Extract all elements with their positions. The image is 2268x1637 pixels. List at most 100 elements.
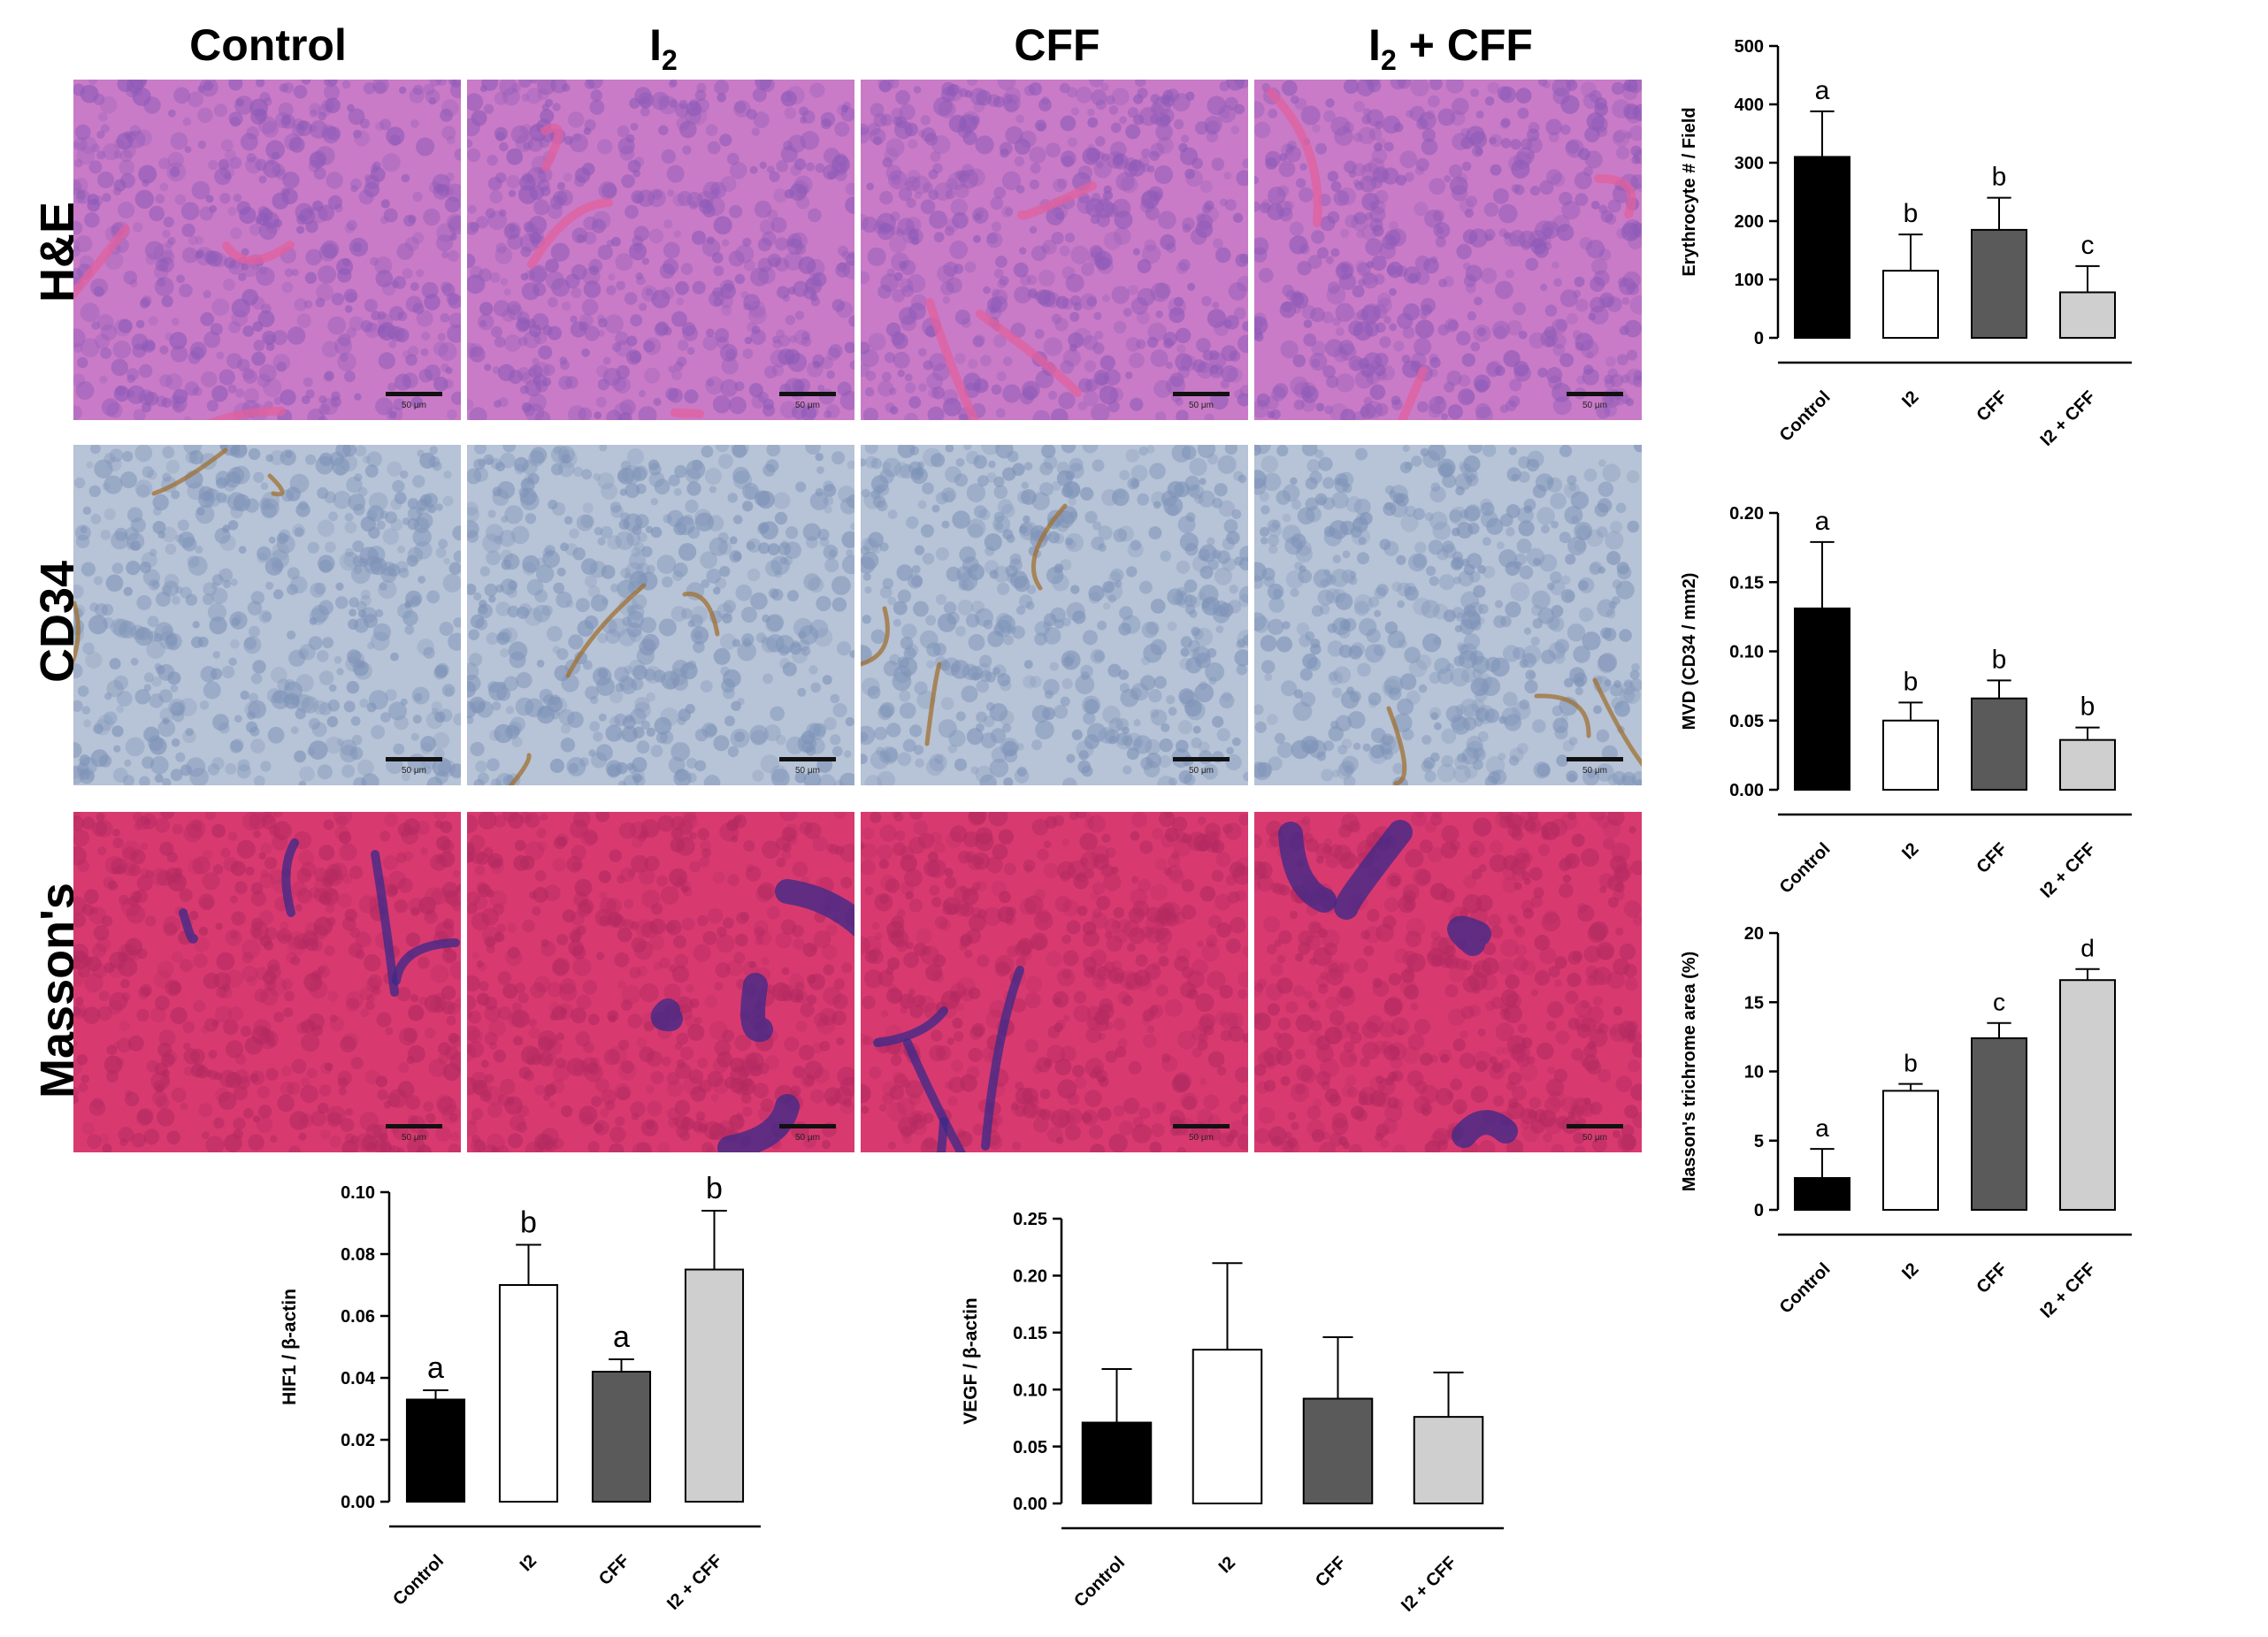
y-tick-label: 15 <box>1744 993 1764 1013</box>
x-tick-label: CFF <box>595 1551 633 1589</box>
y-tick-label: 300 <box>1735 154 1764 173</box>
significance-letter: b <box>2080 692 2096 722</box>
bar-cff <box>591 1371 652 1503</box>
bar-control <box>1794 1177 1850 1212</box>
micrograph-cd34-control: 50 μm <box>73 445 461 785</box>
y-axis-label: Masson's trichrome area (%) <box>1680 952 1699 1192</box>
micrograph-he-i2: 50 μm <box>467 80 854 420</box>
y-tick-label: 0.02 <box>341 1431 375 1450</box>
x-tick-label: Control <box>1776 387 1835 446</box>
y-tick-label: 0.10 <box>1013 1381 1047 1400</box>
y-tick-label: 20 <box>1744 924 1764 944</box>
significance-letter: b <box>520 1206 537 1240</box>
micrograph-cd34-i2: 50 μm <box>467 445 854 785</box>
bar-i2-cff <box>2059 979 2116 1212</box>
bar-cff <box>1971 1037 2027 1211</box>
column-label-cff: CFF <box>1014 20 1100 70</box>
vegf-chart: 0.00 0.05 0.10 0.15 0.20 0.25 VEGF / β-actin Co… <box>961 1210 1504 1616</box>
micrograph-masson-cff: 50 μm <box>861 812 1248 1152</box>
x-tick-label: I2 + CFF <box>1398 1553 1460 1616</box>
bar-cff <box>1971 228 2027 339</box>
x-tick-label: I2 <box>517 1551 540 1575</box>
micrograph-masson-i2-cff: 50 μm <box>1254 812 1642 1152</box>
significance-letter: b <box>706 1172 723 1205</box>
micrograph-cd34-cff: 50 μm <box>861 445 1248 785</box>
significance-letter: b <box>1904 199 1919 228</box>
x-tick-label: I2 <box>1898 1259 1922 1283</box>
y-tick-label: 0 <box>1754 1201 1764 1220</box>
svg-text:50 μm: 50 μm <box>795 401 820 410</box>
x-tick-label: Control <box>1776 839 1835 898</box>
y-tick-label: 0.08 <box>341 1245 375 1265</box>
significance-letter: b <box>1904 1050 1918 1077</box>
y-tick-label: 0.10 <box>1729 643 1764 662</box>
micrograph-masson-control: 50 μm <box>73 812 461 1152</box>
y-tick-label: 0.15 <box>1013 1324 1047 1343</box>
x-tick-label: CFF <box>1973 1259 2011 1297</box>
y-tick-label: 0.04 <box>341 1369 376 1388</box>
significance-letter: a <box>613 1320 630 1354</box>
y-axis-label: Erythrocyte # / Field <box>1680 107 1699 276</box>
bar-i2-cff <box>2059 291 2116 339</box>
bar-i2 <box>1882 1090 1939 1211</box>
y-tick-label: 0.05 <box>1729 712 1764 731</box>
x-tick-label: CFF <box>1973 387 2011 425</box>
significance-letter: b <box>1992 645 2007 674</box>
masson-chart: 0 5 10 15 20 Masson's trichrome area (%) a Cont… <box>1680 924 2132 1322</box>
bar-i2 <box>1191 1349 1263 1504</box>
micrograph-he-cff: 50 μm <box>861 80 1248 420</box>
x-tick-label: Control <box>1070 1553 1129 1611</box>
y-axis-label: VEGF / β-actin <box>961 1297 981 1425</box>
y-tick-label: 5 <box>1754 1132 1764 1151</box>
bar-i2 <box>1882 270 1939 340</box>
y-tick-label: 0.00 <box>341 1493 375 1512</box>
significance-letter: b <box>1904 667 1919 696</box>
erythrocyte-chart: 0 100 200 300 400 500 Erythrocyte # / Field a Co… <box>1680 37 2132 450</box>
svg-text:50 μm: 50 μm <box>1582 766 1607 776</box>
bar-cff <box>1302 1397 1374 1504</box>
svg-text:50 μm: 50 μm <box>795 766 820 776</box>
y-tick-label: 0.20 <box>1013 1267 1047 1287</box>
column-label-i2: I2 <box>649 20 678 76</box>
svg-text:50 μm: 50 μm <box>402 1133 426 1143</box>
svg-text:50 μm: 50 μm <box>402 766 426 776</box>
y-axis-label: MVD (CD34 / mm2) <box>1680 573 1699 731</box>
bar-i2-cff <box>684 1268 745 1503</box>
bar-cff <box>1971 697 2027 792</box>
mvd-chart: 0.00 0.05 0.10 0.15 0.20 MVD (CD34 / mm2) a Con… <box>1680 504 2132 902</box>
y-tick-label: 0.20 <box>1729 504 1764 524</box>
x-tick-label: CFF <box>1973 839 2011 877</box>
y-tick-label: 10 <box>1744 1063 1764 1082</box>
bar-control <box>1794 156 1850 339</box>
x-tick-label: I2 + CFF <box>2037 839 2100 902</box>
y-tick-label: 0.05 <box>1013 1438 1047 1457</box>
y-tick-label: 0 <box>1754 329 1764 348</box>
bar-control <box>405 1398 466 1503</box>
svg-text:50 μm: 50 μm <box>1189 766 1214 776</box>
micrograph-cd34-i2-cff: 50 μm <box>1254 445 1642 785</box>
x-tick-label: I2 <box>1898 387 1922 411</box>
y-tick-label: 200 <box>1735 212 1764 232</box>
column-label-control: Control <box>189 20 347 70</box>
y-tick-label: 0.06 <box>341 1307 375 1327</box>
significance-letter: d <box>2080 935 2095 962</box>
y-tick-label: 100 <box>1735 271 1764 290</box>
y-tick-label: 0.00 <box>1013 1495 1047 1514</box>
bar-control <box>1081 1421 1153 1504</box>
x-tick-label: Control <box>1776 1259 1835 1318</box>
significance-letter: a <box>1815 76 1830 105</box>
bar-control <box>1794 607 1850 791</box>
x-tick-label: CFF <box>1312 1553 1350 1591</box>
y-tick-label: 0.25 <box>1013 1210 1047 1229</box>
bar-i2-cff <box>2059 738 2116 792</box>
x-tick-label: I2 <box>1215 1553 1239 1577</box>
x-tick-label: I2 + CFF <box>2037 1259 2100 1322</box>
significance-letter: a <box>427 1351 444 1385</box>
x-tick-label: I2 + CFF <box>663 1551 726 1614</box>
y-axis-label: HIF1 / β-actin <box>280 1289 300 1405</box>
svg-text:50 μm: 50 μm <box>402 401 426 410</box>
y-tick-label: 0.15 <box>1729 573 1764 593</box>
micrograph-he-control: 50 μm <box>73 80 461 420</box>
micrograph-he-i2-cff: 50 μm <box>1254 80 1642 420</box>
x-tick-label: I2 <box>1898 839 1922 863</box>
